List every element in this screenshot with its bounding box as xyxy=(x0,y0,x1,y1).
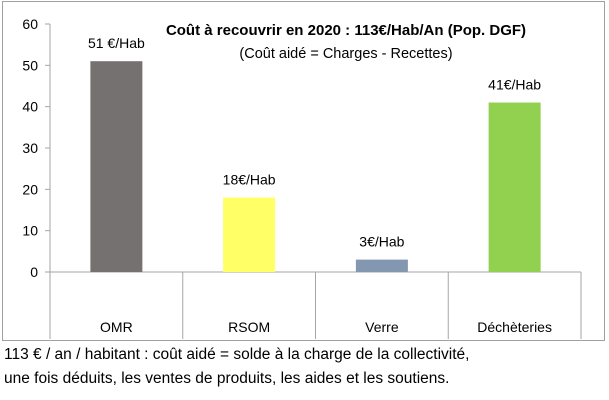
data-label: 41€/Hab xyxy=(488,77,541,93)
x-category-label: Verre xyxy=(365,319,399,335)
data-label: 3€/Hab xyxy=(359,234,404,250)
chart-axes: 0 10 20 30 40 50 60 xyxy=(22,16,582,339)
y-tick-label: 20 xyxy=(22,181,38,197)
chart-frame: 0 10 20 30 40 50 60 51 €/Hab OMR 18€/Hab RSOM 3€/H… xyxy=(2,1,605,341)
caption-line-2: une fois déduits, les ventes de produits… xyxy=(4,370,450,387)
x-category-label: OMR xyxy=(100,319,133,335)
y-tick-label: 40 xyxy=(22,99,38,115)
chart-bars xyxy=(90,61,541,273)
data-label: 51 €/Hab xyxy=(88,35,145,51)
y-tick-label: 0 xyxy=(30,264,38,280)
x-category-label: Déchèteries xyxy=(477,319,552,335)
y-tick-label: 30 xyxy=(22,140,38,156)
chart-subtitle: (Coût aidé = Charges - Recettes) xyxy=(239,46,452,62)
caption-line-1: 113 € / an / habitant : coût aidé = sold… xyxy=(4,346,470,363)
data-label: 18€/Hab xyxy=(223,172,276,188)
bar-omr xyxy=(90,61,143,273)
bar-verre xyxy=(355,259,408,272)
y-tick-label: 60 xyxy=(22,16,38,32)
chart-data-labels: 51 €/Hab OMR 18€/Hab RSOM 3€/Hab Verre 41€/Hab… xyxy=(88,35,552,335)
bar-chart: 0 10 20 30 40 50 60 51 €/Hab OMR 18€/Hab RSOM 3€/H… xyxy=(22,16,582,339)
chart-title: Coût à recouvrir en 2020 : 113€/Hab/An (… xyxy=(166,22,526,39)
bar-rsom xyxy=(223,197,276,272)
y-tick-label: 50 xyxy=(22,57,38,73)
y-tick-label: 10 xyxy=(22,223,38,239)
x-category-label: RSOM xyxy=(228,319,270,335)
bar-d-ch-teries xyxy=(488,102,541,273)
